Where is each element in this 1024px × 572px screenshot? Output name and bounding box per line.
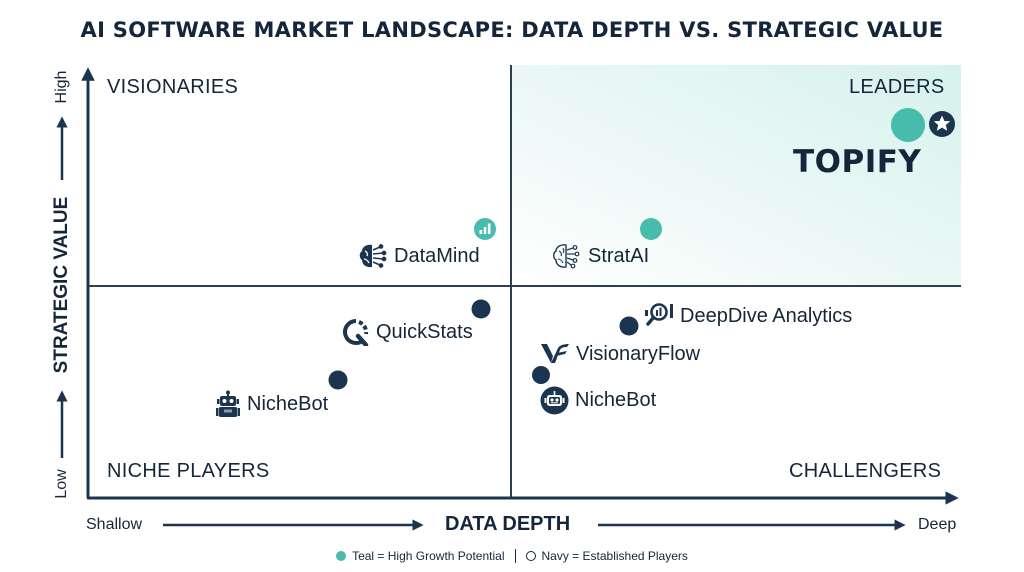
company-visionaryflow[interactable]: VisionaryFlow — [540, 341, 700, 367]
robot-icon — [216, 390, 240, 417]
legend-separator — [514, 549, 516, 563]
company-label-deepdive: DeepDive Analytics — [680, 304, 853, 327]
datamind-point[interactable] — [474, 218, 496, 240]
company-label-visionaryflow: VisionaryFlow — [576, 342, 701, 365]
quickstats-point[interactable] — [471, 299, 491, 319]
company-datamind[interactable]: DataMind — [358, 242, 480, 270]
legend-navy-swatch — [525, 551, 536, 561]
company-nichebot-left[interactable]: NicheBot — [215, 390, 328, 418]
visionaryflow-point[interactable] — [532, 366, 550, 384]
y-axis-title: STRATEGIC VALUE — [51, 196, 72, 374]
company-nichebot-right[interactable]: NicheBot — [540, 386, 656, 415]
brain-outline-icon — [553, 244, 580, 269]
topify-point[interactable] — [891, 108, 925, 142]
legend-navy-label: Navy = Established Players — [541, 549, 688, 563]
star-icon — [929, 111, 955, 137]
vf-logo-icon — [541, 344, 569, 363]
y-axis-low-label: Low — [53, 469, 70, 499]
x-axis-title: DATA DEPTH — [445, 513, 571, 535]
chart-title: AI SOFTWARE MARKET LANDSCAPE: DATA DEPTH… — [80, 18, 944, 42]
company-label-nichebot-right: NicheBot — [575, 389, 657, 411]
company-label-datamind: DataMind — [394, 244, 480, 267]
legend-teal-swatch — [336, 551, 347, 561]
company-label-nichebot-left: NicheBot — [247, 392, 329, 415]
company-label-quickstats: QuickStats — [376, 320, 473, 343]
company-deepdive[interactable]: DeepDive Analytics — [644, 302, 852, 330]
company-label-topify: TOPIFY — [793, 144, 922, 180]
robot-badge-icon — [540, 386, 569, 415]
x-axis-low-label: Shallow — [86, 516, 143, 533]
quadrant-label-visionaries: VISIONARIES — [107, 76, 239, 98]
quadrant-label-challengers: CHALLENGERS — [789, 460, 942, 482]
quadrant-label-leaders: LEADERS — [849, 76, 945, 98]
y-axis-high-label: High — [53, 70, 70, 104]
magnifier-chart-icon — [645, 303, 673, 326]
legend-teal-label: Teal = High Growth Potential — [352, 549, 505, 563]
q-logo-icon — [343, 319, 369, 346]
company-label-stratai: StratAI — [588, 244, 650, 267]
quadrant-label-niche-players: NICHE PLAYERS — [107, 460, 270, 482]
stratai-point[interactable] — [640, 218, 662, 240]
company-quickstats[interactable]: QuickStats — [342, 318, 473, 346]
leaders-quadrant-background — [511, 65, 961, 286]
brain-circuit-icon — [359, 244, 387, 268]
bar-chart-icon — [479, 223, 491, 234]
deepdive-point[interactable] — [619, 316, 639, 336]
nichebot-left-point[interactable] — [328, 370, 348, 390]
x-axis-high-label: Deep — [918, 516, 957, 533]
company-stratai[interactable]: StratAI — [552, 242, 649, 270]
legend: Teal = High Growth Potential Navy = Esta… — [0, 549, 1024, 563]
